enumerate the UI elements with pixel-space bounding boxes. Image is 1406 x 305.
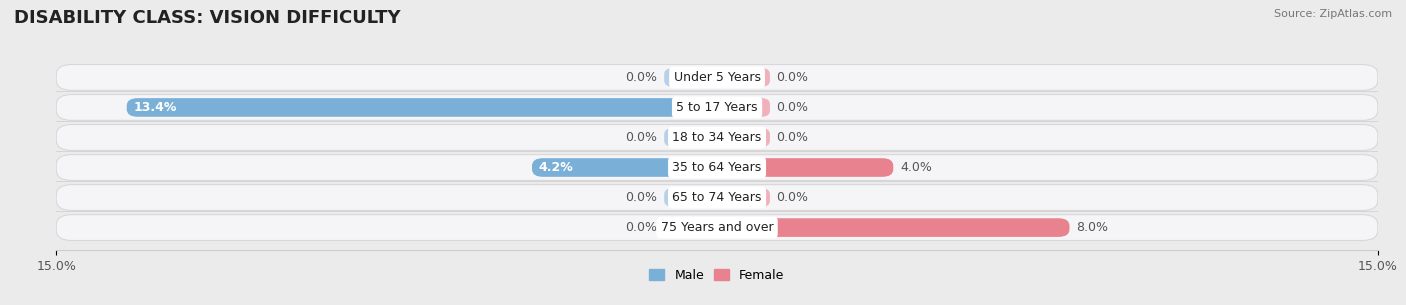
FancyBboxPatch shape: [664, 128, 717, 147]
Text: 8.0%: 8.0%: [1076, 221, 1108, 234]
FancyBboxPatch shape: [56, 95, 1378, 120]
Text: 4.2%: 4.2%: [538, 161, 574, 174]
Legend: Male, Female: Male, Female: [644, 264, 790, 287]
Text: Source: ZipAtlas.com: Source: ZipAtlas.com: [1274, 9, 1392, 19]
Text: Under 5 Years: Under 5 Years: [673, 71, 761, 84]
Text: 0.0%: 0.0%: [776, 131, 808, 144]
FancyBboxPatch shape: [717, 68, 770, 87]
Text: 18 to 34 Years: 18 to 34 Years: [672, 131, 762, 144]
Text: 0.0%: 0.0%: [776, 191, 808, 204]
FancyBboxPatch shape: [664, 68, 717, 87]
Text: 0.0%: 0.0%: [626, 221, 658, 234]
FancyBboxPatch shape: [56, 65, 1378, 90]
FancyBboxPatch shape: [717, 188, 770, 207]
FancyBboxPatch shape: [717, 158, 893, 177]
Text: 5 to 17 Years: 5 to 17 Years: [676, 101, 758, 114]
FancyBboxPatch shape: [56, 215, 1378, 240]
FancyBboxPatch shape: [56, 155, 1378, 181]
Text: 4.0%: 4.0%: [900, 161, 932, 174]
FancyBboxPatch shape: [531, 158, 717, 177]
FancyBboxPatch shape: [717, 98, 770, 117]
Text: 0.0%: 0.0%: [776, 101, 808, 114]
Text: DISABILITY CLASS: VISION DIFFICULTY: DISABILITY CLASS: VISION DIFFICULTY: [14, 9, 401, 27]
FancyBboxPatch shape: [717, 128, 770, 147]
Text: 0.0%: 0.0%: [776, 71, 808, 84]
Text: 65 to 74 Years: 65 to 74 Years: [672, 191, 762, 204]
Text: 35 to 64 Years: 35 to 64 Years: [672, 161, 762, 174]
Text: 75 Years and over: 75 Years and over: [661, 221, 773, 234]
FancyBboxPatch shape: [56, 185, 1378, 210]
Text: 13.4%: 13.4%: [134, 101, 177, 114]
FancyBboxPatch shape: [664, 188, 717, 207]
FancyBboxPatch shape: [127, 98, 717, 117]
Text: 0.0%: 0.0%: [626, 71, 658, 84]
FancyBboxPatch shape: [56, 124, 1378, 150]
Text: 0.0%: 0.0%: [626, 191, 658, 204]
Text: 0.0%: 0.0%: [626, 131, 658, 144]
FancyBboxPatch shape: [664, 218, 717, 237]
FancyBboxPatch shape: [717, 218, 1070, 237]
